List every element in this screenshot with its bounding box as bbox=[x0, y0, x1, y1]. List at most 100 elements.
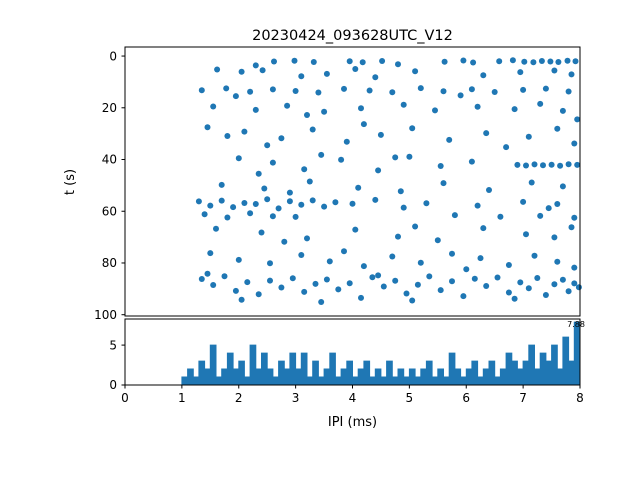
scatter-point bbox=[530, 59, 537, 66]
scatter-point bbox=[224, 214, 231, 221]
scatter-point bbox=[514, 161, 521, 168]
scatter-point bbox=[218, 197, 225, 204]
scatter-point bbox=[343, 138, 350, 145]
x-tick-label: 8 bbox=[576, 391, 584, 405]
scatter-point bbox=[574, 116, 581, 123]
scatter-point bbox=[341, 85, 347, 92]
scatter-point bbox=[395, 61, 401, 68]
scatter-point bbox=[301, 166, 308, 173]
scatter-point bbox=[463, 266, 470, 273]
histogram-plot bbox=[125, 321, 581, 386]
scatter-point bbox=[323, 70, 330, 77]
scatter-point bbox=[551, 281, 558, 288]
scatter-point bbox=[509, 57, 516, 64]
scatter-point bbox=[496, 58, 503, 65]
scatter-point bbox=[523, 162, 529, 169]
scatter-point bbox=[238, 296, 245, 303]
scatter-point bbox=[389, 89, 396, 96]
scatter-point bbox=[210, 282, 217, 288]
scatter-point bbox=[278, 135, 285, 142]
scatter-point bbox=[201, 211, 208, 218]
scatter-point bbox=[432, 107, 438, 114]
scatter-point bbox=[571, 264, 578, 271]
histogram-path bbox=[125, 321, 581, 386]
scatter-point bbox=[568, 224, 575, 231]
axis-ticks: 0 20 40 60 80 100 0 5 0 1 2 3 4 5 6 7 8 bbox=[94, 49, 584, 405]
scatter-point bbox=[559, 276, 566, 283]
chart-title: 20230424_093628UTC_V12 bbox=[252, 28, 453, 44]
scatter-point bbox=[548, 161, 555, 168]
scatter-point bbox=[255, 291, 262, 298]
scatter-point bbox=[332, 199, 339, 206]
scatter-point bbox=[491, 89, 498, 95]
scatter-point bbox=[304, 112, 310, 118]
y-tick-label: 100 bbox=[94, 308, 117, 322]
scatter-point bbox=[298, 73, 305, 80]
x-tick-label: 6 bbox=[462, 391, 470, 405]
scatter-point bbox=[409, 125, 416, 132]
scatter-point bbox=[440, 180, 447, 187]
scatter-point bbox=[414, 281, 421, 288]
scatter-point bbox=[298, 201, 305, 208]
scatter-point bbox=[286, 189, 293, 196]
scatter-point bbox=[559, 107, 566, 114]
scatter-point bbox=[468, 158, 475, 165]
scatter-point bbox=[564, 57, 571, 64]
scatter-point bbox=[252, 201, 259, 207]
x-tick-label: 1 bbox=[178, 391, 186, 405]
scatter-point bbox=[426, 273, 433, 280]
scatter-point bbox=[559, 183, 566, 190]
scatter-point bbox=[284, 102, 291, 109]
scatter-point bbox=[400, 204, 407, 211]
scatter-point bbox=[406, 153, 413, 160]
scatter-point bbox=[571, 140, 578, 147]
scatter-point bbox=[269, 86, 276, 93]
scatter-point bbox=[264, 196, 271, 203]
scatter-point bbox=[312, 280, 319, 287]
scatter-point bbox=[321, 108, 328, 115]
scatter-point bbox=[480, 225, 487, 232]
scatter-point bbox=[252, 62, 259, 69]
scatter-point bbox=[555, 59, 562, 65]
x-axis-label: IPI (ms) bbox=[328, 415, 377, 430]
scatter-point bbox=[235, 256, 242, 263]
scatter-point bbox=[261, 185, 268, 192]
scatter-point bbox=[523, 231, 529, 238]
scatter-point bbox=[574, 161, 581, 168]
x-tick-label: 7 bbox=[519, 391, 527, 405]
scatter-point bbox=[264, 142, 271, 149]
y-tick-label: 40 bbox=[102, 153, 117, 167]
scatter-point bbox=[403, 290, 410, 297]
scatter-point bbox=[267, 277, 273, 284]
scatter-point bbox=[437, 163, 444, 169]
scatter-point bbox=[460, 57, 467, 64]
scatter-point bbox=[321, 203, 328, 210]
scatter-point bbox=[480, 72, 487, 79]
y-tick-label: 5 bbox=[109, 338, 117, 352]
scatter-point bbox=[542, 292, 549, 298]
scatter-point bbox=[247, 88, 254, 95]
scatter-point bbox=[538, 58, 545, 64]
scatter-point bbox=[375, 167, 382, 174]
scatter-point bbox=[395, 233, 401, 240]
scatter-point bbox=[423, 200, 430, 207]
scatter-point bbox=[571, 280, 578, 287]
scatter-point bbox=[565, 161, 572, 168]
scatter-point bbox=[358, 105, 364, 112]
scatter-point bbox=[244, 279, 251, 286]
scatter-point bbox=[310, 59, 317, 65]
scatter-point bbox=[474, 202, 481, 209]
scatter-point bbox=[286, 198, 293, 205]
scatter-point bbox=[355, 184, 362, 191]
scatter-point bbox=[198, 276, 205, 282]
scatter-point bbox=[412, 68, 419, 75]
scatter-point bbox=[483, 283, 490, 289]
scatter-point bbox=[232, 287, 239, 294]
scatter-point bbox=[520, 198, 527, 205]
scatter-point bbox=[275, 205, 282, 212]
scatter-point bbox=[259, 67, 266, 74]
x-tick-label: 4 bbox=[349, 391, 357, 405]
scatter-point bbox=[460, 293, 467, 300]
